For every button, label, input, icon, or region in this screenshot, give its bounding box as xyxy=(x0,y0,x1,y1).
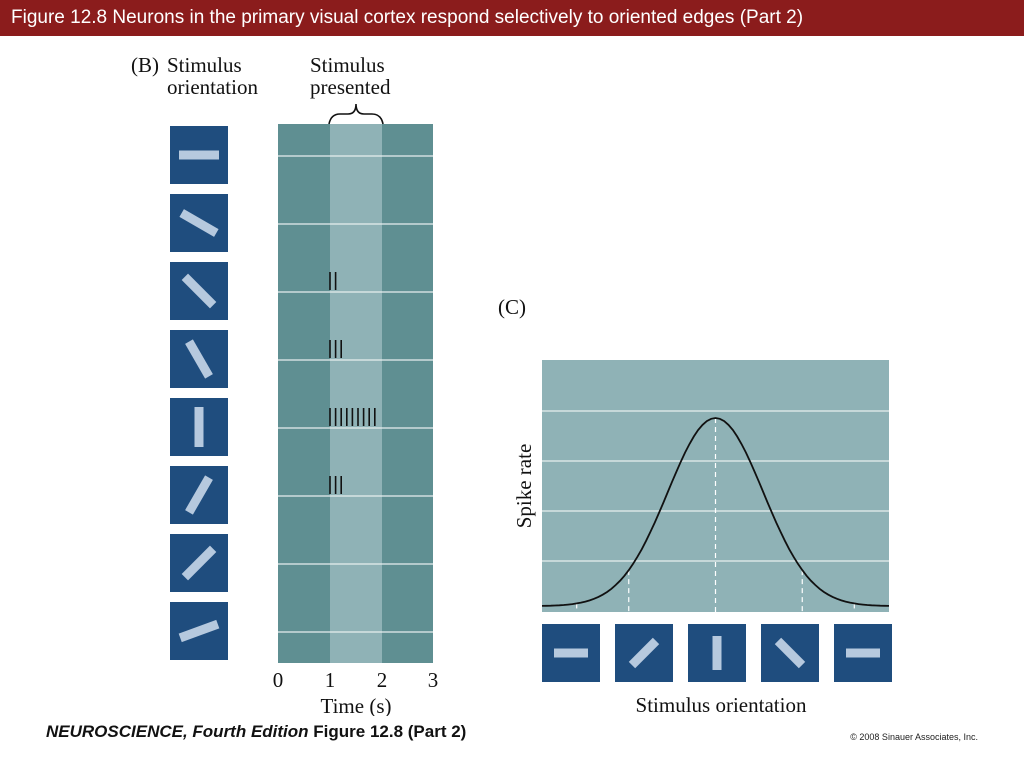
spike-raster xyxy=(329,272,376,494)
orientation-tile-1 xyxy=(170,194,228,252)
axis-orientation-tile-4 xyxy=(834,624,892,682)
slide-title-bar: Figure 12.8 Neurons in the primary visua… xyxy=(0,0,1024,36)
tuning-curve xyxy=(541,417,890,607)
stimulus-period-band xyxy=(330,124,382,663)
raster-row-lines xyxy=(278,155,433,633)
tuning-drop-lines xyxy=(576,418,855,612)
orientation-tile-0-bar xyxy=(179,150,219,160)
orientation-tile-3-bar xyxy=(185,339,213,379)
footer-edition: , Fourth Edition xyxy=(182,722,309,741)
time-tick-0: 0 xyxy=(273,668,284,692)
figure-canvas: (B) Stimulus orientation Stimulus presen… xyxy=(131,53,892,716)
orientation-tile-5-bar xyxy=(185,475,213,515)
panel-c-label: (C) xyxy=(498,295,526,319)
orientation-tile-7-bar xyxy=(178,619,220,643)
orientation-tile-7 xyxy=(170,602,228,660)
footer-citation: NEUROSCIENCE, Fourth Edition Figure 12.8… xyxy=(46,722,466,742)
orientation-tile-0 xyxy=(170,126,228,184)
panel-b-label: (B) xyxy=(131,53,159,77)
axis-orientation-tile-2 xyxy=(688,624,746,682)
stimulus-orientation-heading-line1: Stimulus xyxy=(167,53,242,77)
time-tick-3: 3 xyxy=(428,668,439,692)
orientation-tile-2 xyxy=(170,262,228,320)
orientation-tiles xyxy=(170,126,228,660)
axis-orientation-tile-3 xyxy=(761,624,819,682)
orientation-tile-3 xyxy=(170,330,228,388)
axis-orientation-tile-4-bar xyxy=(846,648,880,658)
slide-title: Figure 12.8 Neurons in the primary visua… xyxy=(11,7,804,28)
axis-orientation-tile-1 xyxy=(615,624,673,682)
orientation-tile-4-bar xyxy=(194,407,204,447)
axis-orientation-tile-1-bar xyxy=(628,637,660,669)
orientation-tile-1-bar xyxy=(179,209,219,237)
time-tick-1: 1 xyxy=(325,668,336,692)
footer-figure: Figure 12.8 (Part 2) xyxy=(308,722,467,741)
panel-b: (B) Stimulus orientation Stimulus presen… xyxy=(131,53,438,716)
orientation-tile-2-bar xyxy=(181,273,217,309)
stimulus-orientation-axis-label: Stimulus orientation xyxy=(636,693,807,716)
orientation-tile-6 xyxy=(170,534,228,592)
time-tick-2: 2 xyxy=(377,668,388,692)
footer-copyright: © 2008 Sinauer Associates, Inc. xyxy=(850,732,978,742)
footer-book: NEUROSCIENCE xyxy=(46,722,183,741)
stimulus-orientation-heading-line2: orientation xyxy=(167,75,258,99)
orientation-tile-4 xyxy=(170,398,228,456)
orientation-axis-tiles xyxy=(542,624,892,682)
axis-orientation-tile-0-bar xyxy=(554,648,588,658)
panel-c: (C) Spike rate Stimulus orientation xyxy=(498,295,892,716)
stimulus-presented-heading-line1: Stimulus xyxy=(310,53,385,77)
spike-rate-axis-label: Spike rate xyxy=(512,444,536,529)
orientation-tile-6-bar xyxy=(181,545,217,581)
axis-orientation-tile-3-bar xyxy=(774,637,806,669)
axis-orientation-tile-2-bar xyxy=(712,636,722,670)
axis-orientation-tile-0 xyxy=(542,624,600,682)
orientation-tile-5 xyxy=(170,466,228,524)
time-axis-label: Time (s) xyxy=(321,694,392,716)
stimulus-brace xyxy=(328,103,384,125)
stimulus-presented-heading-line2: presented xyxy=(310,75,391,99)
